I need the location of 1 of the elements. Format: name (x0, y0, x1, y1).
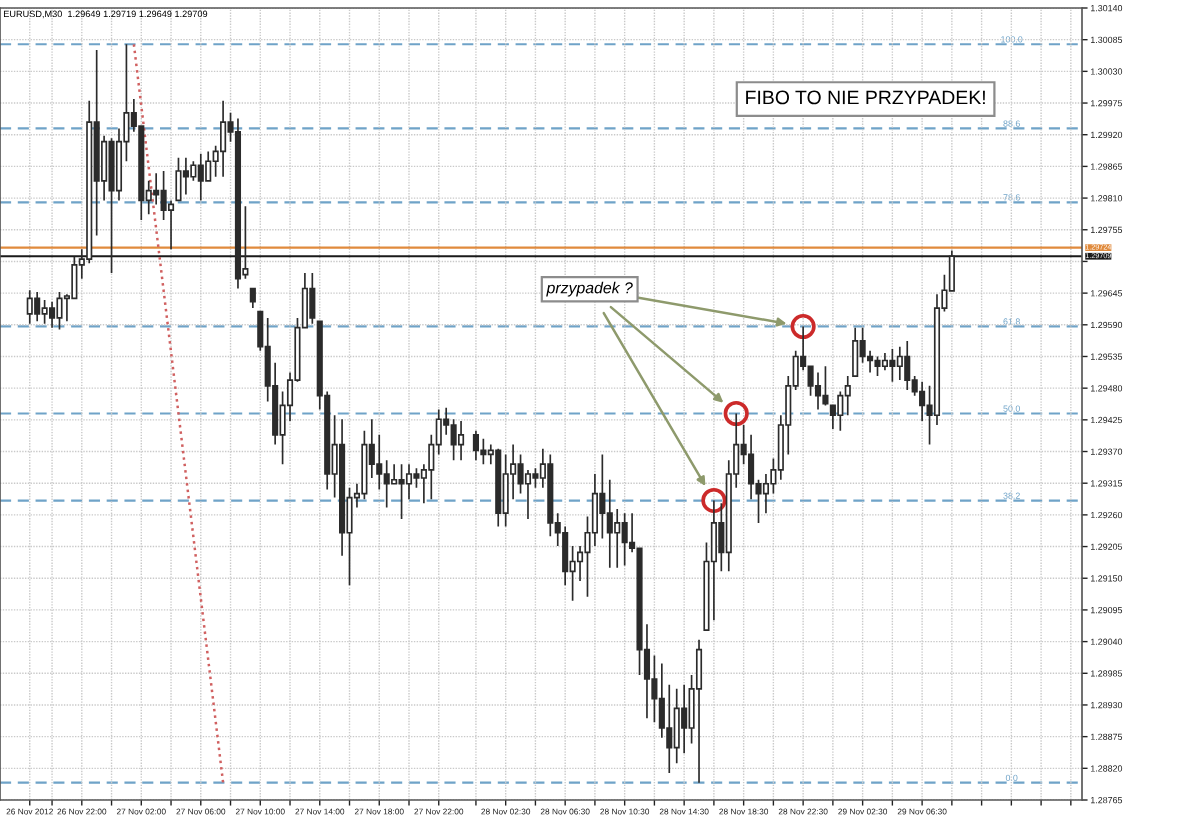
annotation: FIBO TO NIE PRZYPADEK! (746, 90, 985, 105)
